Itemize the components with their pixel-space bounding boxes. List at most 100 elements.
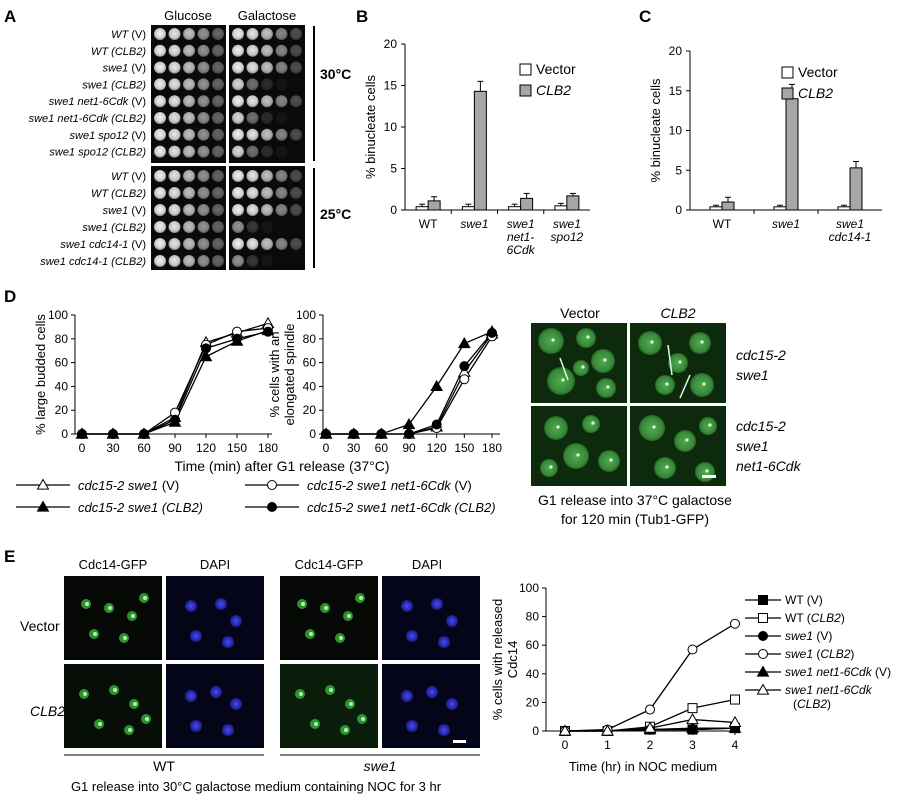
spot-glucose xyxy=(183,238,195,250)
spot-galactose xyxy=(246,28,259,40)
spot-galactose xyxy=(261,128,273,141)
spot-galactose xyxy=(246,145,259,158)
spot-galactose xyxy=(275,204,288,216)
spindle-dot xyxy=(551,338,555,342)
dapi-nucleus xyxy=(406,630,418,642)
spot-galactose xyxy=(246,255,259,267)
legend-label-clb2: CLB2 xyxy=(798,85,833,101)
spot-glucose xyxy=(212,170,224,182)
yeast-cell xyxy=(654,457,676,479)
spindle-dot xyxy=(705,469,709,473)
x-tick-label: 30 xyxy=(106,441,120,455)
gfp-dot xyxy=(347,614,351,618)
gfp-dot xyxy=(314,722,318,726)
spot-galactose xyxy=(246,204,259,216)
spot-galactose xyxy=(261,187,273,199)
dapi-nucleus xyxy=(438,636,450,648)
bar-vector-swe1-cdc14-1 xyxy=(837,206,851,211)
y-tick-label: 60 xyxy=(526,638,540,652)
dapi-nucleus xyxy=(426,686,438,698)
legend-marker-swe1-clb2 xyxy=(758,649,768,659)
yeast-cell xyxy=(598,450,620,472)
point-cdc15-2-swe1-clb2-90 xyxy=(402,417,416,430)
spot-glucose xyxy=(168,128,181,141)
panel-letter-a: A xyxy=(4,7,16,26)
x-category-swe1: swe1 xyxy=(460,217,488,231)
galactose-plate-25c xyxy=(229,166,305,270)
spot-glucose xyxy=(197,221,210,233)
micro-row2-label-2: swe1 xyxy=(736,438,769,454)
spot-galactose xyxy=(275,95,288,108)
point-cdc15-2-swe1-net1-6cdk-clb2-0 xyxy=(77,429,87,439)
y-tick-label: 15 xyxy=(384,79,398,93)
gfp-dot xyxy=(301,602,305,606)
spot-glucose xyxy=(168,112,181,124)
x-tick-label: 3 xyxy=(689,738,696,752)
dapi-nucleus xyxy=(431,598,443,610)
spot-galactose xyxy=(290,204,302,216)
y-tick-label: 80 xyxy=(55,332,69,346)
spot-glucose xyxy=(212,95,224,108)
e-swe1-vector-dapi xyxy=(382,576,480,660)
spot-glucose xyxy=(154,238,166,250)
point-cdc15-2-swe1-net1-6cdk-clb2-90 xyxy=(170,414,180,425)
point-cdc15-2-swe1-net1-6cdk-clb2-150 xyxy=(232,333,242,344)
spot-glucose xyxy=(183,255,195,267)
y-tick-label: 20 xyxy=(55,403,69,417)
dapi-nucleus xyxy=(222,636,234,648)
e-header-dapi-swe1: DAPI xyxy=(412,557,442,572)
x-tick-label: 150 xyxy=(227,441,247,455)
spot-galactose xyxy=(232,204,244,216)
gfp-dot xyxy=(85,602,89,606)
spot-row-label-wt-clb2: WT (CLB2) xyxy=(91,188,146,200)
spot-row-label-swe1-net1-6cdk-clb2: swe1 net1-6Cdk (CLB2) xyxy=(29,113,147,125)
bar-vector-swe1-spo12 xyxy=(554,205,568,211)
spot-galactose xyxy=(261,221,273,233)
spot-glucose xyxy=(154,221,166,233)
y-tick-label: 40 xyxy=(526,667,540,681)
spot-row-label-swe1-net1-6cdk-v: swe1 net1-6Cdk (V) xyxy=(49,96,146,108)
panel-e-chart: 0 20 40 60 80 100 0 1 2 3 4 % cells with releasedCd… xyxy=(490,581,742,774)
e-wt-clb2-dapi xyxy=(166,664,264,748)
bar-clb2-swe1-cdc14-1 xyxy=(849,167,863,211)
spot-glucose xyxy=(183,44,195,57)
micro-row1-label-1: cdc15-2 xyxy=(736,347,786,363)
point-swe1-net1-6cdk-v-3 xyxy=(686,721,699,733)
legend-swatch-clb2 xyxy=(519,84,532,97)
panel-e-micrographs: Cdc14-GFP DAPI Cdc14-GFP DAPI Vector CLB… xyxy=(20,557,480,794)
spot-galactose xyxy=(261,61,273,74)
spot-glucose xyxy=(197,95,210,108)
spot-glucose xyxy=(197,61,210,74)
temp-30c: 30°C xyxy=(320,66,351,82)
x-tick-label: 1 xyxy=(604,738,611,752)
dapi-nucleus xyxy=(401,600,413,612)
x-category-swe1-net1-6cdk: swe1 net1-6Cdk xyxy=(507,217,536,257)
spot-glucose xyxy=(183,221,195,233)
x-tick-label: 4 xyxy=(732,738,739,752)
gfp-dot xyxy=(349,702,353,706)
panel-letter-d: D xyxy=(4,287,16,306)
spindle-dot xyxy=(678,360,682,364)
y-tick-label: 80 xyxy=(303,332,317,346)
spot-galactose xyxy=(261,112,273,124)
spot-row-label-swe1-spo12-v: swe1 spo12 (V) xyxy=(70,130,146,142)
spot-glucose xyxy=(168,204,181,216)
spindle-dot xyxy=(665,465,669,469)
e-wt-vector-gfp xyxy=(64,576,162,660)
bar-clb2-wt xyxy=(427,200,441,211)
spot-glucose xyxy=(183,112,195,124)
spindle-dot xyxy=(665,382,669,386)
spot-galactose xyxy=(246,238,259,250)
spot-glucose xyxy=(183,170,195,182)
spot-galactose xyxy=(246,61,259,74)
dapi-nucleus xyxy=(190,720,202,732)
point-cdc15-2-swe1-net1-6cdk-clb2-30 xyxy=(348,429,359,439)
panel-e-legend: WT (V) WT (CLB2) swe1 (V) swe1 (CLB2) swe1 n… xyxy=(745,593,891,711)
x-tick-label: 90 xyxy=(402,441,416,455)
micro-header-vector: Vector xyxy=(560,305,600,321)
y-axis-label: % cells with anelongated spindle xyxy=(267,324,297,426)
spindle xyxy=(559,357,569,381)
spot-row-label-swe1-cdc14-1-clb2: swe1 cdc14-1 (CLB2) xyxy=(40,256,146,268)
legend-marker-swe1-net1-6cdk-clb2 xyxy=(756,683,770,695)
